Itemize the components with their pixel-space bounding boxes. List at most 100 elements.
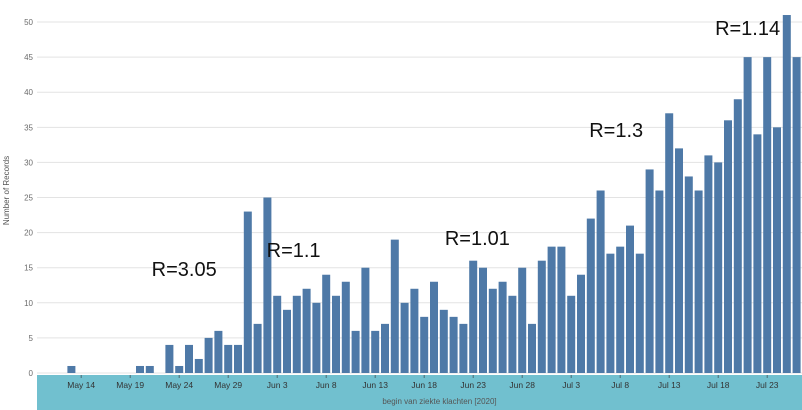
y-tick-label: 45 [24,53,33,62]
bar-may-27 [204,337,213,373]
bar-jun-20 [439,309,448,373]
bar-jul-13 [665,113,674,373]
bar-jun-23 [469,260,478,373]
x-tick-label: May 24 [165,380,193,390]
bar-may-28 [214,330,223,373]
y-tick-label: 40 [24,88,33,97]
bar-jun-21 [449,316,458,373]
y-tick-label: 30 [24,158,33,167]
bar-jun-15 [390,239,399,373]
bar-jul-11 [645,169,654,373]
y-tick-label: 25 [24,194,33,203]
bar-jun-29 [528,323,536,373]
bar-jul-22 [753,134,762,373]
bar-may-23 [165,344,174,373]
bar-jun-10 [341,281,350,373]
bar-may-30 [234,344,242,373]
x-tick-label: Jul 18 [707,380,730,390]
bar-jul-26 [792,57,801,373]
y-tick-label: 15 [24,264,33,273]
y-axis-ticks: 0 5 10 15 20 25 30 35 40 45 50 [24,18,33,378]
bar-jul-24 [773,127,781,373]
bar-jun-6 [302,288,311,373]
bar-jul-3 [567,295,576,373]
bar-jul-1 [547,246,556,373]
y-tick-label: 10 [24,299,33,308]
bar-jul-4 [577,274,585,373]
x-tick-label: Jun 28 [509,380,535,390]
y-tick-label: 35 [24,123,33,132]
bar-may-20 [136,365,144,373]
annotation-label: R=1.14 [715,18,780,40]
x-tick-label: Jul 23 [756,380,779,390]
bar-jul-6 [596,190,605,373]
bar-jul-7 [606,253,615,373]
bar-may-21 [145,365,154,373]
x-tick-label: May 14 [67,380,95,390]
bar-jun-27 [508,295,517,373]
x-tick-label: Jun 3 [267,380,288,390]
y-tick-label: 20 [24,229,33,238]
bar-jun-18 [420,316,429,373]
bar-jul-18 [714,162,723,373]
bar-may-29 [224,344,233,373]
bars [67,15,801,374]
annotations: R=3.05 R=1.1 R=1.01 R=1.3 R=1.14 [152,18,780,281]
bar-jun-3 [273,295,282,373]
bar-jul-15 [684,176,693,373]
x-tick-label: Jul 3 [562,380,580,390]
bar-jul-12 [655,190,664,373]
bar-jun-24 [479,267,487,373]
x-tick-label: Jun 18 [411,380,437,390]
x-tick-label: Jun 23 [460,380,486,390]
x-tick-label: Jul 13 [658,380,681,390]
y-tick-label: 50 [24,18,33,27]
bar-jul-9 [626,225,634,373]
bar-may-31 [243,211,252,373]
x-axis-ticks: May 14 May 19 May 24 May 29 Jun 3 Jun 8 Jun 13… [67,375,779,390]
annotation-label: R=3.05 [152,259,217,281]
bar-may-13 [67,365,76,373]
bar-may-26 [194,358,203,373]
bar-jul-25 [782,15,791,374]
x-tick-label: Jun 13 [362,380,388,390]
bar-jun-12 [361,267,370,373]
bar-jun-30 [537,260,546,373]
bar-jul-20 [733,99,742,373]
x-axis-title: begin van ziekte klachten [2020] [382,397,496,406]
y-axis-title: Number of Records [2,156,11,225]
x-tick-label: May 19 [116,380,144,390]
bar-jun-14 [381,323,389,373]
bar-jun-26 [498,281,507,373]
bar-jun-25 [488,288,497,373]
bar-jun-7 [312,302,321,373]
annotation-label: R=1.3 [589,120,643,142]
bar-jun-9 [332,295,340,373]
bar-jul-8 [616,246,625,373]
bar-jun-11 [351,330,360,373]
annotation-label: R=1.1 [267,240,321,262]
bar-jun-28 [518,267,527,373]
y-tick-label: 0 [29,369,34,378]
bar-jun-4 [283,309,291,373]
bar-may-24 [175,365,184,373]
bar-jun-8 [322,274,331,373]
bar-jun-17 [410,288,419,373]
gridlines [37,21,802,374]
x-tick-label: Jul 8 [611,380,629,390]
x-tick-label: Jun 8 [316,380,337,390]
bar-jun-2 [263,197,272,373]
bar-jul-21 [743,57,752,373]
bar-jun-13 [371,330,380,373]
bar-jul-14 [675,148,683,373]
bar-jul-5 [586,218,595,373]
bar-jul-2 [557,246,566,373]
bar-may-25 [185,344,193,373]
annotation-label: R=1.01 [445,228,510,250]
x-axis-band [37,375,802,410]
bar-jun-22 [459,323,468,373]
bar-jul-23 [763,57,772,373]
bar-jul-16 [694,190,703,373]
